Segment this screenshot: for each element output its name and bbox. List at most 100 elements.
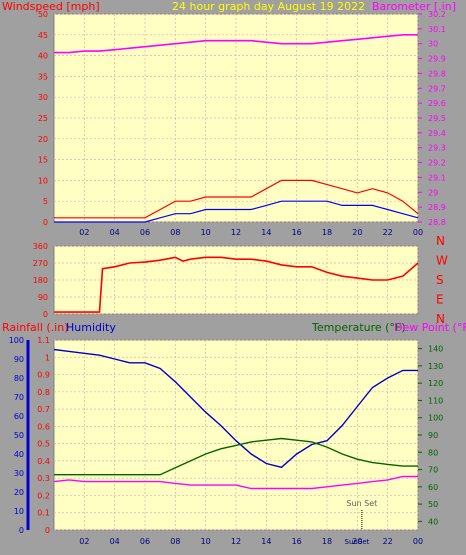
barometer-tick: 29 (428, 188, 438, 197)
rainfall-tick: 0.5 (37, 440, 50, 449)
rainfall-tick: 1.1 (37, 336, 50, 345)
hour-tick: 14 (261, 537, 271, 546)
hour-tick: 22 (383, 537, 393, 546)
hour-tick: 02 (79, 228, 89, 237)
windspeed-tick: 35 (38, 72, 48, 81)
rainfall-tick: 0.8 (37, 388, 50, 397)
hour-axis-top: 02 04 06 08 10 12 14 16 18 20 22 00 (79, 228, 423, 237)
windspeed-tick: 20 (38, 135, 48, 144)
temperature-tick: 90 (428, 431, 438, 440)
temperature-tick: 130 (428, 362, 443, 371)
rainfall-tick: 1 (45, 353, 50, 362)
direction-degree-axis: 0 90 180 270 360 (33, 242, 48, 319)
wind-grid (54, 13, 419, 223)
barometer-tick: 29.7 (428, 84, 446, 93)
hour-tick: 18 (322, 228, 332, 237)
temperature-tick: 50 (428, 500, 438, 509)
hour-tick: 20 (352, 228, 362, 237)
hour-tick: 00 (413, 537, 423, 546)
humidity-tick: 0 (19, 526, 24, 535)
barometer-tick: 29.5 (428, 114, 446, 123)
rainfall-tick: 0.6 (37, 422, 50, 431)
direction-series (54, 256, 419, 313)
hour-tick: 20 (352, 537, 362, 546)
humidity-temperature-plot (53, 339, 419, 531)
series-wind-gust (54, 179, 419, 219)
windspeed-tick: 5 (43, 197, 48, 206)
series-wind-speed (54, 200, 419, 223)
series-humidity (53, 348, 418, 469)
humidity-tick: 100 (9, 336, 24, 345)
sunset-bottom-label: Sun (345, 538, 358, 546)
windspeed-tick: 25 (38, 114, 48, 123)
hour-tick: 02 (79, 537, 89, 546)
barometer-tick: 29.1 (428, 173, 446, 182)
humidity-tick: 50 (14, 431, 24, 440)
temperature-tick: 140 (428, 345, 443, 354)
compass-tick: N (436, 312, 445, 326)
temperature-tick: 60 (428, 483, 438, 492)
hour-tick: 12 (231, 537, 241, 546)
sunset-bottom-label: Set (358, 538, 370, 546)
humidity-tick: 70 (14, 393, 24, 402)
humidity-temperature-series (53, 348, 418, 490)
barometer-tick: 30 (428, 40, 438, 49)
windspeed-tick: 45 (38, 31, 48, 40)
barometer-tick: 28.8 (428, 218, 446, 227)
humidity-tick: 20 (14, 488, 24, 497)
series-dew-point (53, 475, 418, 490)
rainfall-tick: 0 (45, 526, 50, 535)
hour-tick: 04 (110, 537, 120, 546)
compass-tick: N (436, 234, 445, 248)
sunset-label: Sun Set (346, 499, 377, 508)
hour-tick: 04 (110, 228, 120, 237)
barometer-label: Barometer [.in] (372, 0, 456, 13)
barometer-tick: 29.2 (428, 159, 446, 168)
series-temperature (54, 437, 418, 476)
barometer-tick: 30.1 (428, 25, 446, 34)
hour-tick: 22 (383, 228, 393, 237)
temperature-tick: 110 (428, 396, 443, 405)
hour-tick: 18 (322, 537, 332, 546)
barometer-axis: 28.8 28.9 29 29.1 29.2 29.3 29.4 29.5 29.6 29.7 29… (418, 10, 446, 227)
direction-tick: 90 (38, 293, 48, 302)
humidity-tick: 90 (14, 355, 24, 364)
temperature-tick: 70 (428, 466, 438, 475)
direction-tick: 0 (43, 310, 48, 319)
rainfall-axis: 0 0.1 0.2 0.3 0.4 0.5 0.6 0.7 0.8 0.9 1 1.1 (37, 336, 50, 535)
direction-grid (54, 245, 419, 315)
temperature-tick: 100 (428, 414, 443, 423)
series-wind-direction (54, 256, 419, 313)
hour-tick: 10 (201, 228, 211, 237)
direction-tick: 180 (33, 276, 48, 285)
sunset-marker: Sun Set Sun Set (345, 499, 378, 546)
windspeed-axis: 0 5 10 15 20 25 30 35 40 45 50 (38, 10, 48, 227)
barometer-tick: 29.3 (428, 144, 446, 153)
barometer-tick: 29.8 (428, 69, 446, 78)
series-barometer (54, 34, 418, 54)
panel-title: 24 hour graph day August 19 2022 (172, 0, 365, 13)
hour-tick: 00 (413, 228, 423, 237)
rainfall-tick: 0.9 (37, 371, 50, 380)
compass-tick: W (436, 254, 448, 268)
temperature-label: Temperature (°F) (311, 321, 406, 334)
rainfall-tick: 0.2 (37, 491, 50, 500)
hour-tick: 08 (170, 228, 180, 237)
barometer-tick: 30.2 (428, 10, 446, 19)
rainfall-label: Rainfall (.in) (2, 321, 69, 334)
barometer-tick: 29.4 (428, 129, 446, 138)
temperature-tick: 120 (428, 379, 443, 388)
hour-axis-bottom: 02 04 06 08 10 12 14 16 18 20 22 00 (79, 537, 423, 546)
hour-tick: 06 (140, 228, 150, 237)
windspeed-tick: 30 (38, 93, 48, 102)
rainfall-tick: 0.4 (37, 457, 50, 466)
humidity-tick: 80 (14, 374, 24, 383)
humidity-tick: 30 (14, 469, 24, 478)
windspeed-tick: 40 (38, 52, 48, 61)
humidity-grid (54, 339, 419, 531)
barometer-tick: 28.9 (428, 203, 446, 212)
humidity-tick: 60 (14, 412, 24, 421)
wind-series (54, 34, 419, 223)
